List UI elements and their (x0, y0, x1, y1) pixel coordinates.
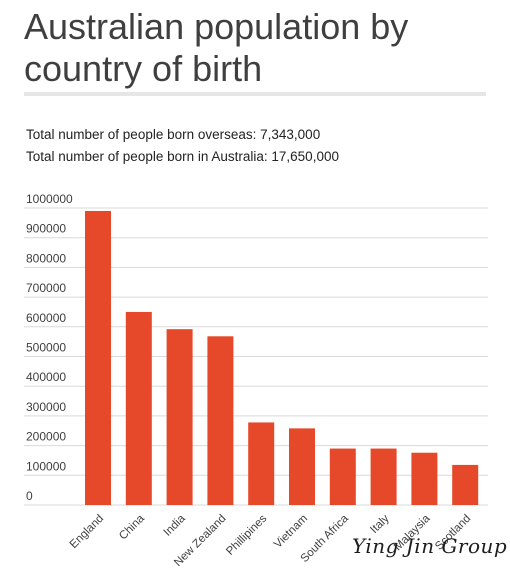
x-tick-label: India (162, 512, 189, 539)
bar-india (166, 329, 193, 505)
watermark: Ying Jin Group (352, 534, 508, 558)
bar-new-zealand (207, 336, 234, 505)
y-tick-label: 0 (26, 489, 33, 503)
x-tick-label: England (68, 513, 106, 551)
y-tick-label: 800000 (26, 251, 66, 265)
x-tick-label: China (117, 512, 147, 542)
x-tick-label: Italy (368, 512, 392, 536)
bar-vietnam (289, 428, 315, 505)
bars (85, 210, 479, 505)
overseas-total: Total number of people born overseas: 7,… (26, 127, 321, 142)
australia-total: Total number of people born in Australia… (26, 149, 339, 164)
x-tick-label: Phillipines (224, 512, 269, 557)
y-tick-label: 200000 (26, 430, 66, 444)
bar-china (125, 311, 152, 505)
bar-england (85, 210, 111, 505)
y-tick-label: 300000 (26, 400, 66, 414)
page-title: Australian population by country of birt… (24, 6, 409, 89)
bar-malaysia (411, 452, 438, 505)
bar-south-africa (329, 448, 356, 505)
y-tick-label: 400000 (26, 370, 66, 384)
x-tick-label: Vietnam (272, 513, 310, 551)
bar-phillipines (248, 422, 275, 505)
y-tick-label: 100000 (26, 459, 66, 473)
y-axis-ticks: 0 100000 200000 300000 400000 500000 600000 700… (26, 192, 73, 503)
bar-scotland (452, 464, 479, 505)
bar-italy (370, 448, 397, 505)
y-tick-label: 600000 (26, 311, 66, 325)
title-divider (24, 92, 486, 96)
y-tick-label: 500000 (26, 341, 66, 355)
y-tick-label: 700000 (26, 281, 66, 295)
y-tick-label: 1000000 (26, 192, 73, 206)
y-tick-label: 900000 (26, 222, 66, 236)
